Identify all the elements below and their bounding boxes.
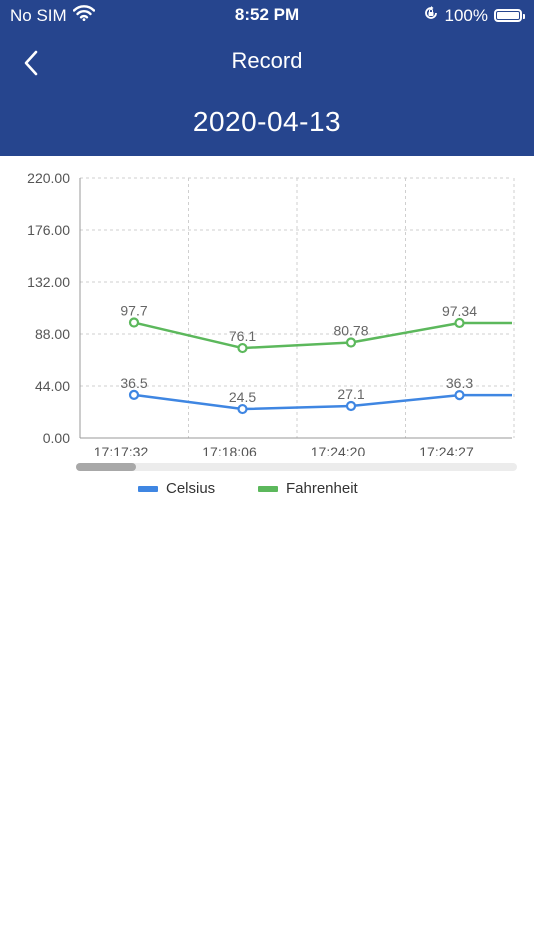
temperature-chart: 0.00 44.00 88.00 132.00 176.00 220.00 17:17:32… [0, 156, 534, 516]
data-point [345, 400, 357, 412]
line-chart: 0.00 44.00 88.00 132.00 176.00 220.00 17:17:32… [27, 170, 515, 456]
y-tick-label: 220.00 [27, 170, 70, 186]
back-button[interactable] [14, 44, 50, 80]
y-tick-label: 88.00 [35, 326, 70, 342]
data-label: 36.3 [446, 375, 473, 391]
page-title: Record [231, 48, 303, 73]
legend-swatch-celsius [138, 485, 158, 492]
x-tick-label: 17:17:32 [94, 444, 149, 456]
legend-label-celsius: Celsius [166, 480, 216, 497]
nav-bar: Record [0, 40, 534, 84]
chart-scrollbar[interactable] [76, 463, 517, 471]
status-bar: No SIM 8:52 PM 100% [0, 0, 534, 30]
legend-item-fahrenheit[interactable]: Fahrenheit [258, 480, 358, 497]
x-tick-label: 17:24:20 [311, 444, 366, 456]
y-tick-label: 132.00 [27, 274, 70, 290]
data-point [237, 403, 248, 415]
y-tick-label: 176.00 [27, 222, 70, 238]
header: No SIM 8:52 PM 100% [0, 0, 534, 156]
chart-scrollbar-thumb[interactable] [76, 463, 136, 471]
battery-icon [494, 9, 525, 22]
y-tick-label: 0.00 [43, 430, 70, 446]
legend-item-celsius[interactable]: Celsius [138, 480, 215, 497]
data-point [128, 389, 140, 400]
data-point [454, 317, 465, 329]
x-tick-label: 17:18:06 [202, 444, 257, 456]
chevron-left-icon [24, 50, 38, 76]
data-label: 24.5 [229, 389, 256, 405]
data-label: 80.78 [333, 323, 368, 339]
data-point [454, 390, 465, 401]
date-title: 2020-04-13 [192, 106, 342, 137]
data-label: 76.1 [229, 328, 256, 344]
data-point [237, 342, 248, 354]
battery-label: 100% [444, 5, 488, 25]
chart-legend: Celsius Fahrenheit [0, 480, 534, 500]
wifi-icon [72, 5, 95, 26]
data-point [128, 317, 140, 328]
legend-label-fahrenheit: Fahrenheit [286, 480, 358, 497]
y-tick-label: 44.00 [35, 378, 70, 394]
data-label: 36.5 [120, 375, 147, 391]
series-line-fahrenheit [133, 321, 512, 350]
data-label: 27.1 [337, 386, 364, 402]
status-time: 8:52 PM [234, 5, 300, 24]
x-tick-label: 17:24:27 [419, 444, 474, 456]
carrier-label: No SIM [10, 5, 67, 25]
legend-swatch-fahrenheit [258, 485, 278, 492]
data-label: 97.7 [120, 303, 147, 319]
data-point [345, 337, 357, 348]
rotation-lock-icon [423, 5, 439, 26]
data-label: 97.34 [442, 303, 477, 319]
